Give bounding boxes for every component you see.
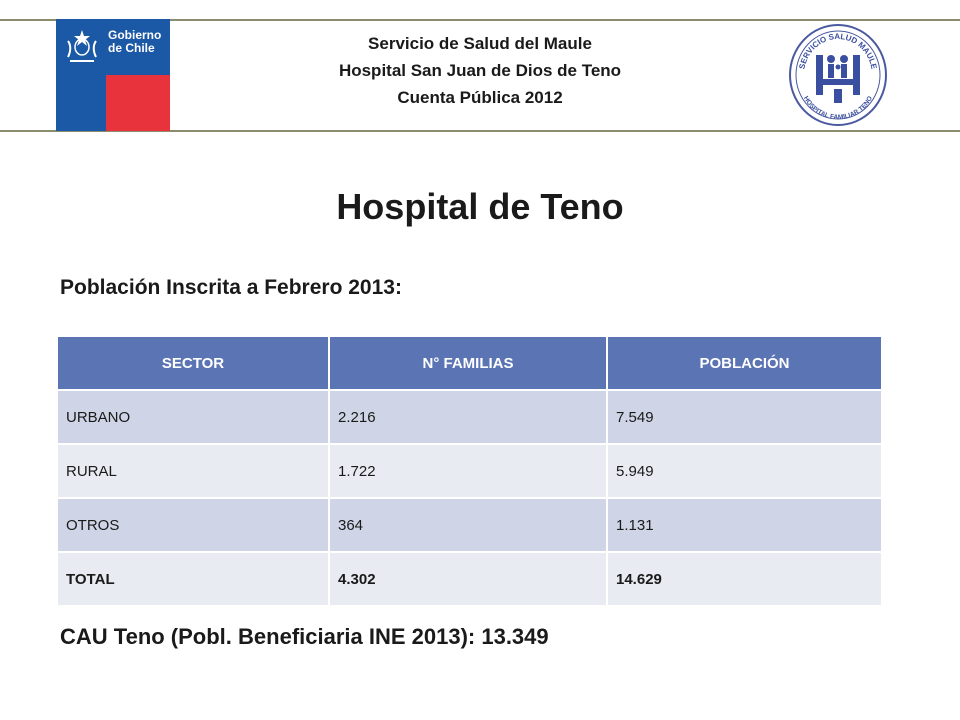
table-row: OTROS 364 1.131 (58, 497, 881, 552)
column-header-sector: SECTOR (58, 337, 330, 390)
cell-poblacion: 14.629 (607, 551, 881, 605)
column-header-poblacion: POBLACIÓN (607, 337, 881, 390)
header-line-service: Servicio de Salud del Maule (368, 34, 592, 53)
cell-familias: 364 (329, 497, 608, 552)
header-line-hospital: Hospital San Juan de Dios de Teno (338, 61, 622, 80)
cell-familias: 4.302 (329, 551, 608, 605)
cell-sector: TOTAL (58, 551, 330, 605)
cell-poblacion: 5.949 (607, 443, 881, 498)
gobierno-logo-text: Gobierno de Chile (108, 28, 162, 55)
column-header-familias: N° FAMILIAS (329, 337, 608, 390)
cell-sector: RURAL (58, 443, 330, 498)
population-table: SECTOR N° FAMILIAS POBLACIÓN URBANO 2.21… (58, 337, 881, 605)
cell-poblacion: 1.131 (607, 497, 881, 552)
slide-title: Hospital de Teno (336, 186, 624, 227)
cell-familias: 2.216 (329, 389, 608, 444)
header-top-rule (0, 19, 960, 21)
header-line-report: Cuenta Pública 2012 (397, 88, 563, 107)
header-text-block: Servicio de Salud del Maule Hospital San… (200, 30, 760, 111)
population-subtitle: Población Inscrita a Febrero 2013: (60, 276, 402, 299)
table-total-row: TOTAL 4.302 14.629 (58, 551, 881, 605)
hospital-familiar-teno-seal: SERVICIO SALUD MAULE HOSPITAL FAMILIAR T… (789, 24, 887, 126)
table-row: URBANO 2.216 7.549 (58, 389, 881, 444)
table-row: RURAL 1.722 5.949 (58, 443, 881, 498)
cell-familias: 1.722 (329, 443, 608, 498)
cell-sector: URBANO (58, 389, 330, 444)
chile-coat-of-arms-icon (67, 30, 97, 62)
cell-poblacion: 7.549 (607, 389, 881, 444)
cell-sector: OTROS (58, 497, 330, 552)
gobierno-de-chile-logo: Gobierno de Chile (56, 19, 170, 131)
header-bottom-rule (0, 130, 960, 132)
table-header-row: SECTOR N° FAMILIAS POBLACIÓN (58, 337, 881, 390)
cau-beneficiary-note: CAU Teno (Pobl. Beneficiaria INE 2013): … (60, 624, 549, 649)
